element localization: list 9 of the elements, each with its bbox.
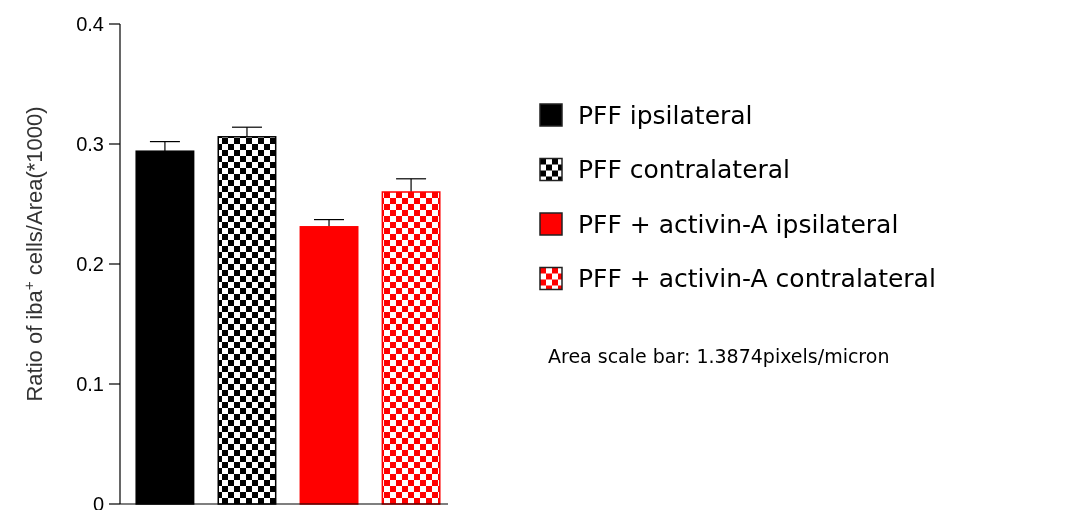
text: Area scale bar: 1.3874pixels/micron <box>548 344 890 367</box>
legend-label: PFF contralateral <box>578 155 791 185</box>
legend-label: PFF ipsilateral <box>578 100 753 130</box>
y-tick-label: 0.2 <box>76 253 104 275</box>
y-tick-label: 0.3 <box>76 133 104 155</box>
legend-label: PFF + activin-A ipsilateral <box>578 209 899 239</box>
y-tick-label: 0.4 <box>76 13 104 35</box>
legend-label: PFF + activin-A contralateral <box>578 264 936 294</box>
y-tick-label: 0.1 <box>76 373 104 395</box>
